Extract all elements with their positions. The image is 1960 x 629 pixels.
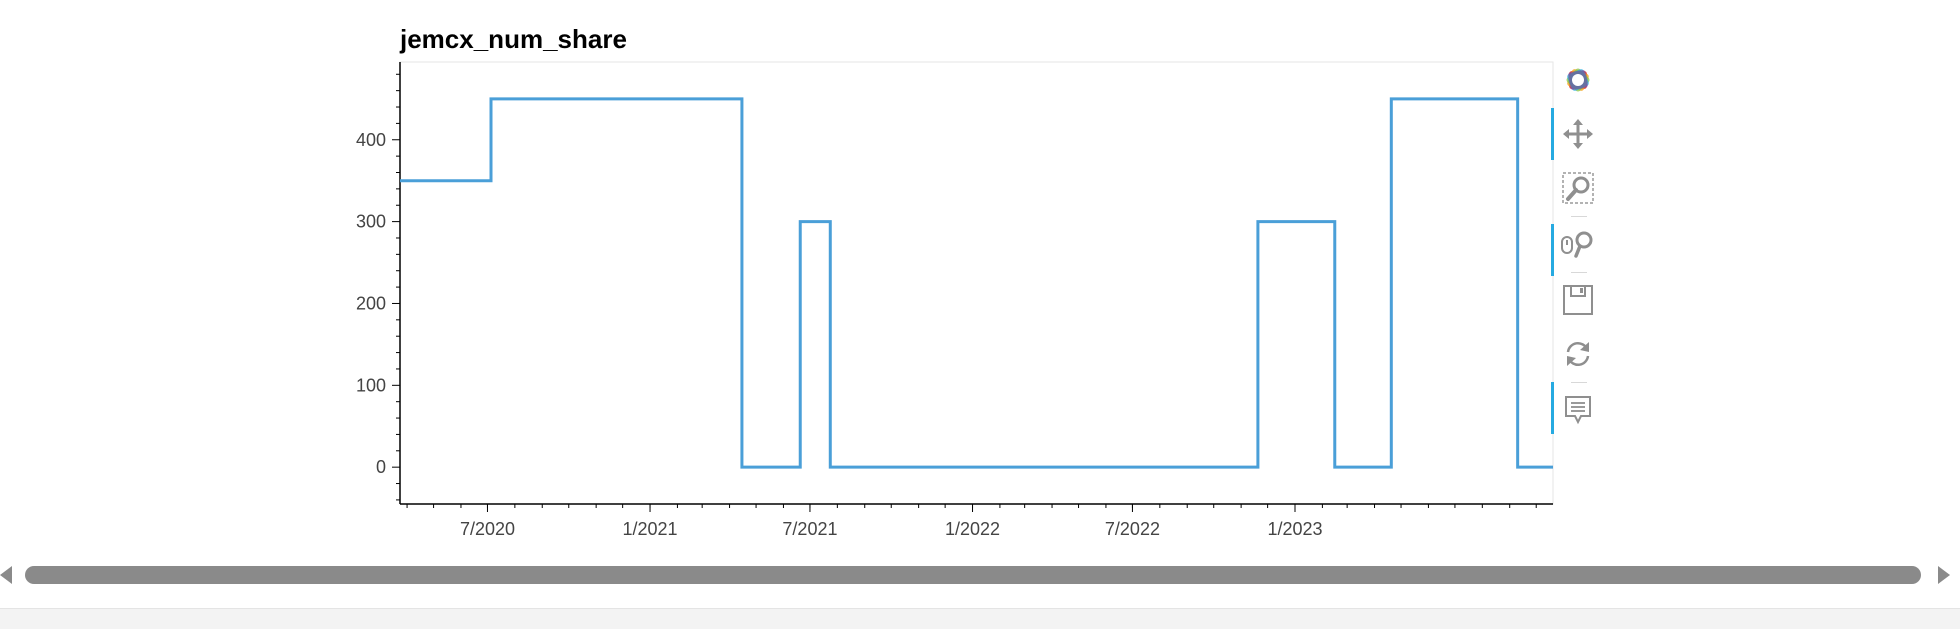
x-tick-label: 1/2022: [945, 519, 1000, 539]
series-layer: [400, 97, 1553, 469]
series-line: [400, 97, 1553, 469]
hover-icon[interactable]: [1553, 388, 1603, 432]
save-icon[interactable]: [1553, 278, 1603, 322]
y-tick-label: 300: [356, 212, 386, 232]
chart: jemcx_num_share 0 100 200 300 400 7/2020 1/20…: [356, 24, 1554, 539]
horizontal-scrollbar[interactable]: [0, 560, 1960, 590]
x-tick-label: 1/2023: [1267, 519, 1322, 539]
bokeh-logo-icon[interactable]: [1553, 58, 1603, 102]
x-tick-label: 1/2021: [623, 519, 678, 539]
toolbar: [1551, 58, 1603, 438]
x-tick-label: 7/2020: [460, 519, 515, 539]
reset-icon[interactable]: [1553, 332, 1603, 376]
box-zoom-icon[interactable]: [1553, 166, 1603, 210]
wheel-zoom-active-indicator: [1551, 224, 1554, 276]
chart-title: jemcx_num_share: [399, 24, 627, 54]
y-tick-label: 100: [356, 375, 386, 395]
y-axis: 0 100 200 300 400: [356, 62, 401, 504]
x-tick-label: 7/2022: [1105, 519, 1160, 539]
scroll-thumb[interactable]: [25, 566, 1921, 584]
toolbar-separator: [1571, 382, 1587, 383]
pan-active-indicator: [1551, 108, 1554, 160]
toolbar-separator: [1571, 216, 1587, 217]
toolbar-separator: [1571, 272, 1587, 273]
y-tick-label: 200: [356, 293, 386, 313]
scroll-left-icon[interactable]: [0, 566, 12, 584]
pan-icon[interactable]: [1553, 112, 1603, 156]
plot-area[interactable]: [399, 61, 1554, 505]
wheel-zoom-icon[interactable]: [1553, 222, 1603, 266]
y-tick-label: 0: [376, 457, 386, 477]
x-tick-label: 7/2021: [782, 519, 837, 539]
hover-active-indicator: [1551, 382, 1554, 434]
x-axis: 7/2020 1/2021 7/2021 1/2022 7/2022 1/2023: [400, 503, 1553, 539]
y-tick-label: 400: [356, 130, 386, 150]
scroll-right-icon[interactable]: [1938, 566, 1950, 584]
bottom-strip: [0, 608, 1960, 629]
